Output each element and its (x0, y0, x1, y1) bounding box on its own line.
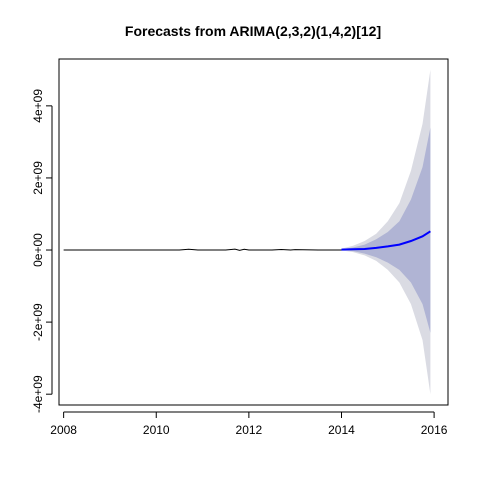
x-tick-label: 2012 (236, 423, 263, 437)
y-tick-label: 0e+00 (31, 233, 45, 267)
x-tick-label: 2010 (143, 423, 170, 437)
observed-series-line (63, 248, 342, 251)
forecast-mean-line (341, 230, 431, 251)
prediction-bands (341, 69, 431, 395)
y-tick-label: -4e+09 (31, 375, 45, 413)
x-tick-label: 2014 (328, 423, 355, 437)
x-tick-label: 2016 (421, 423, 448, 437)
band-95 (341, 69, 431, 395)
band-80 (341, 127, 431, 333)
y-tick-label: 2e+09 (31, 161, 45, 195)
x-tick-label: 2008 (50, 423, 77, 437)
y-tick-label: -2e+09 (31, 303, 45, 341)
series-lines (63, 230, 431, 251)
chart-title: Forecasts from ARIMA(2,3,2)(1,4,2)[12] (125, 23, 381, 39)
x-axis: 2008 2010 2012 2014 2016 (50, 411, 448, 437)
y-axis: -4e+09 -2e+09 0e+00 2e+09 4e+09 (31, 89, 53, 413)
plot-frame (58, 58, 449, 406)
y-tick-label: 4e+09 (31, 89, 45, 123)
